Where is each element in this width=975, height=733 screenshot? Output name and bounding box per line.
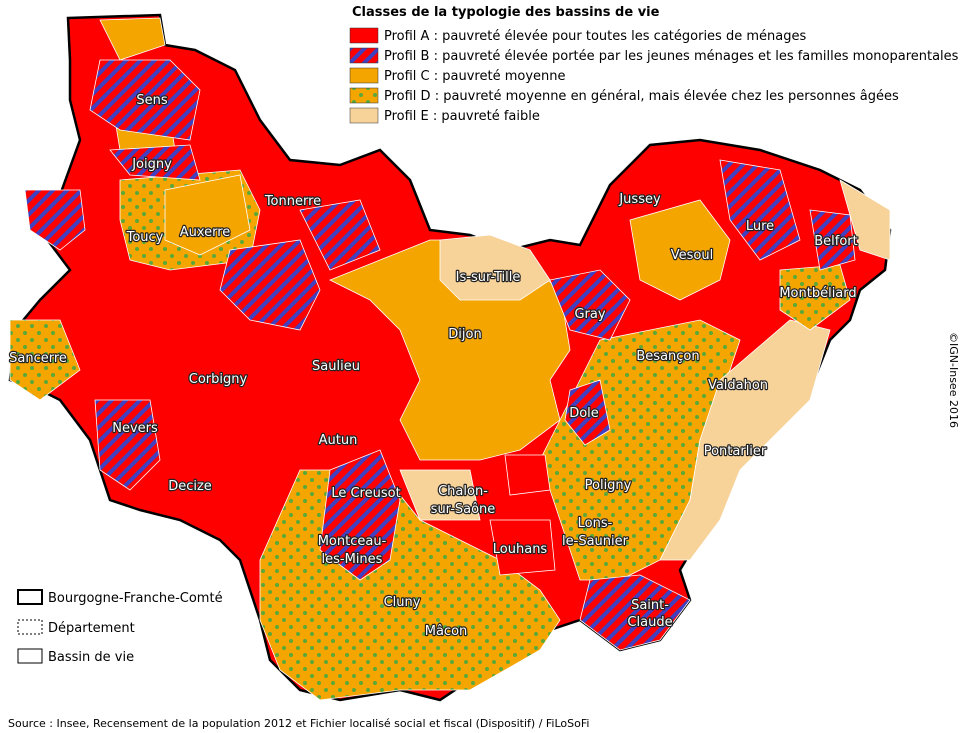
boundary-swatch	[17, 648, 43, 664]
place-label: Toucy	[126, 230, 164, 245]
place-label: Gray	[574, 307, 605, 322]
place-label: Montceau-les-Mines	[318, 534, 387, 567]
place-label-line: Lons-	[578, 516, 613, 531]
place-label: Pontarlier	[704, 444, 767, 459]
legend-swatch	[349, 47, 379, 64]
legend-swatch	[349, 67, 379, 84]
place-label: Auxerre	[180, 225, 231, 240]
place-label: Saint- Claude	[627, 598, 672, 630]
place-label: Nevers	[112, 421, 158, 436]
place-label: Valdahon	[708, 378, 768, 393]
place-label: Lons-le-Saunier	[562, 516, 629, 549]
place-label-line: Chalon-	[438, 484, 488, 499]
place-label: Saulieu	[312, 359, 360, 374]
legend-label: Profil D : pauvreté moyenne en général, …	[384, 89, 899, 104]
place-label: Louhans	[493, 542, 548, 557]
legend-label: Profil E : pauvreté faible	[384, 109, 540, 124]
map-regions	[8, 13, 892, 702]
legend-label: Profil A : pauvreté élevée pour toutes l…	[384, 29, 806, 44]
place-label: Sens	[136, 93, 167, 108]
boundary-label: Bourgogne-Franche-Comté	[48, 591, 223, 606]
boundary-label: Département	[48, 621, 135, 636]
place-label: Autun	[319, 433, 358, 448]
legend-label: Profil C : pauvreté moyenne	[384, 69, 566, 84]
place-label-line: Claude	[627, 615, 672, 630]
copyright: ©IGN-Insee 2016	[947, 332, 960, 428]
boundary-swatch	[17, 619, 43, 635]
place-label: Decize	[168, 479, 212, 494]
place-label: Le Creusot	[331, 486, 400, 501]
place-label: Mâcon	[425, 624, 468, 639]
place-label-line: le-Saunier	[562, 534, 629, 549]
place-label-line: sur-Saône	[431, 502, 496, 517]
place-label: Cluny	[384, 595, 421, 610]
legend-swatch	[349, 87, 379, 104]
boundary-swatch	[17, 589, 43, 605]
place-label-line: Saint-	[631, 598, 669, 613]
place-label: Is-sur-Tille	[456, 270, 521, 285]
place-label: Tonnerre	[264, 194, 321, 209]
place-label: Dijon	[448, 327, 481, 342]
legend-label: Profil B : pauvreté élevée portée par le…	[384, 49, 959, 64]
place-label: Chalon-sur-Saône	[431, 484, 496, 517]
place-label: Montbéliard	[779, 286, 856, 301]
place-label: Lure	[746, 219, 774, 234]
zones	[9, 17, 891, 701]
place-label: Belfort	[814, 234, 858, 249]
place-label: Besançon	[636, 349, 699, 364]
legend-bg	[345, 0, 975, 128]
source: Source : Insee, Recensement de la popula…	[8, 717, 589, 730]
place-label: Jussey	[618, 192, 661, 207]
boundary-legend: Bourgogne-Franche-Comté Département Bass…	[17, 589, 223, 665]
place-labels: Sens Joigny Toucy Auxerre Tonnerre Is-su…	[8, 92, 859, 640]
legend: Classes de la typologie des bassins de v…	[345, 0, 975, 128]
place-label-line: les-Mines	[322, 552, 383, 567]
place-label: Sancerre	[9, 351, 67, 366]
boundary-label: Bassin de vie	[48, 650, 134, 665]
place-label: Joigny	[131, 157, 172, 172]
place-label: Dole	[569, 406, 599, 421]
place-label: Corbigny	[189, 372, 248, 387]
place-label: Vesoul	[671, 248, 713, 263]
place-label: Poligny	[585, 478, 632, 493]
legend-swatch	[349, 27, 379, 44]
place-label-line: Montceau-	[318, 534, 387, 549]
legend-swatch	[349, 107, 379, 124]
legend-title: Classes de la typologie des bassins de v…	[352, 5, 660, 20]
